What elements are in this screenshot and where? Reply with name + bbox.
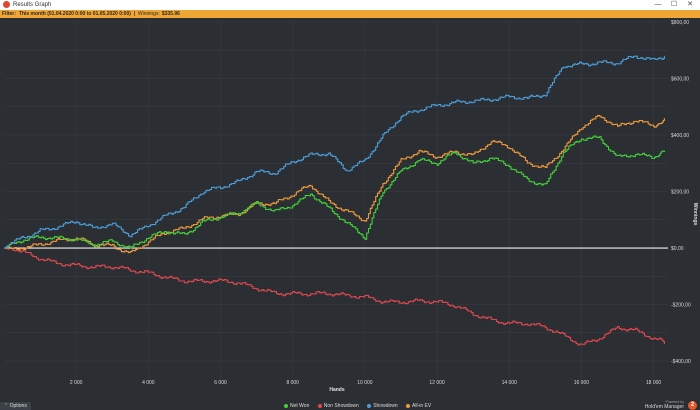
y-tick-label: -$400,00: [671, 359, 691, 365]
filter-separator: [133, 11, 135, 17]
x-tick-label: 10 000: [357, 380, 373, 386]
legend-label: Non Showdown: [323, 403, 359, 409]
filter-bar: Filter: This month (01.04.2020 0:00 to 01…: [0, 10, 700, 18]
legend-label: All-in EV: [412, 403, 432, 409]
options-label: Options: [9, 403, 27, 409]
minimize-button[interactable]: —: [654, 1, 662, 8]
y-axis-label: Winnings: [692, 203, 698, 226]
y-tick-label: $800,00: [671, 20, 689, 26]
chart-legend: Net Won Non Showdown Showdown All-in EV: [284, 402, 438, 410]
x-tick-label: 18 000: [646, 380, 662, 386]
brand-name: Hold'em Manager: [644, 404, 684, 410]
legend-item-non-showdown[interactable]: Non Showdown: [317, 402, 359, 410]
winnings-value: $335.96: [161, 11, 180, 17]
x-tick-label: 6 000: [214, 380, 227, 386]
x-tick-label: 14 000: [502, 380, 518, 386]
legend-dot: [317, 403, 322, 408]
y-tick-label: $400,00: [671, 133, 689, 139]
powered-by-text: Powered by: [665, 400, 684, 404]
maximize-button[interactable]: ☐: [670, 1, 678, 8]
series-line-net-won: [4, 135, 665, 249]
x-tick-label: 2 000: [70, 380, 83, 386]
chevron-up-icon: ⌃: [4, 403, 9, 409]
legend-dot: [367, 403, 372, 408]
x-tick-label: 16 000: [574, 380, 590, 386]
y-tick-label: -$200,00: [671, 302, 691, 308]
x-axis-label: Hands: [329, 387, 345, 393]
app-logo-icon: [3, 1, 10, 8]
x-tick-label: 8 000: [286, 380, 299, 386]
x-tick-label: 4 000: [142, 380, 155, 386]
x-tick-label: 12 000: [429, 380, 445, 386]
chart-grid: [4, 21, 668, 378]
chart-series: [4, 55, 665, 346]
legend-item-showdown[interactable]: Showdown: [367, 402, 398, 410]
legend-item-all-in-ev[interactable]: All-in EV: [406, 402, 431, 410]
options-button[interactable]: ⌃ Options: [0, 402, 31, 410]
legend-label: Showdown: [373, 403, 398, 409]
powered-by: Powered by Hold'em Manager: [645, 400, 684, 410]
legend-dot: [406, 403, 411, 408]
x-tick-labels: 2 000 4 000 6 000 8 000 10 000 12 000 14 000 16…: [70, 380, 662, 386]
winnings-label: Winnings:: [137, 11, 160, 17]
series-line-all-in-ev: [4, 114, 665, 254]
legend-label: Net Won: [290, 403, 310, 409]
results-chart: 2 000 4 000 6 000 8 000 10 000 12 000 14 000 16…: [4, 20, 698, 393]
y-tick-label: $0,00: [671, 246, 684, 252]
y-tick-label: $200,00: [671, 189, 689, 195]
brand-logo-icon: 2: [688, 401, 697, 410]
legend-item-net-won[interactable]: Net Won: [284, 402, 309, 410]
filter-label: Filter:: [2, 11, 16, 17]
y-tick-labels: -$400,00 -$200,00 $0,00 $200,00 $400,00 $600,…: [671, 20, 691, 365]
series-line-non-showdown: [4, 246, 665, 346]
y-tick-label: $600,00: [671, 76, 689, 82]
legend-dot: [284, 403, 288, 408]
close-button[interactable]: ✕: [687, 1, 693, 8]
series-line-showdown: [4, 55, 665, 249]
footer-bar: ⌃ Options Net Won Non Showdown Showdown …: [0, 400, 700, 410]
window-title: Results Graph: [13, 2, 52, 8]
filter-value[interactable]: This month (01.04.2020 0:00 to 01.05.202…: [18, 11, 131, 17]
